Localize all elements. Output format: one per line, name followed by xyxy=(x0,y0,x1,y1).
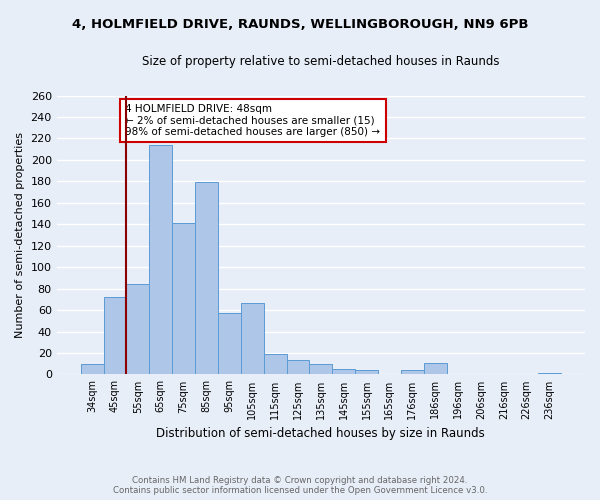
Bar xyxy=(424,362,446,374)
Bar xyxy=(195,182,218,374)
Bar xyxy=(127,284,149,374)
Bar xyxy=(80,364,104,374)
Text: 4 HOLMFIELD DRIVE: 48sqm
← 2% of semi-detached houses are smaller (15)
98% of se: 4 HOLMFIELD DRIVE: 48sqm ← 2% of semi-de… xyxy=(125,104,380,137)
Bar xyxy=(149,145,172,374)
Bar xyxy=(332,369,355,374)
Bar xyxy=(287,360,310,374)
X-axis label: Distribution of semi-detached houses by size in Raunds: Distribution of semi-detached houses by … xyxy=(157,427,485,440)
Bar xyxy=(310,364,332,374)
Text: 4, HOLMFIELD DRIVE, RAUNDS, WELLINGBOROUGH, NN9 6PB: 4, HOLMFIELD DRIVE, RAUNDS, WELLINGBOROU… xyxy=(72,18,528,30)
Title: Size of property relative to semi-detached houses in Raunds: Size of property relative to semi-detach… xyxy=(142,55,500,68)
Bar xyxy=(104,297,127,374)
Bar xyxy=(218,314,241,374)
Bar xyxy=(172,223,195,374)
Bar xyxy=(263,354,287,374)
Bar xyxy=(401,370,424,374)
Y-axis label: Number of semi-detached properties: Number of semi-detached properties xyxy=(15,132,25,338)
Text: Contains HM Land Registry data © Crown copyright and database right 2024.
Contai: Contains HM Land Registry data © Crown c… xyxy=(113,476,487,495)
Bar xyxy=(241,302,263,374)
Bar xyxy=(355,370,378,374)
